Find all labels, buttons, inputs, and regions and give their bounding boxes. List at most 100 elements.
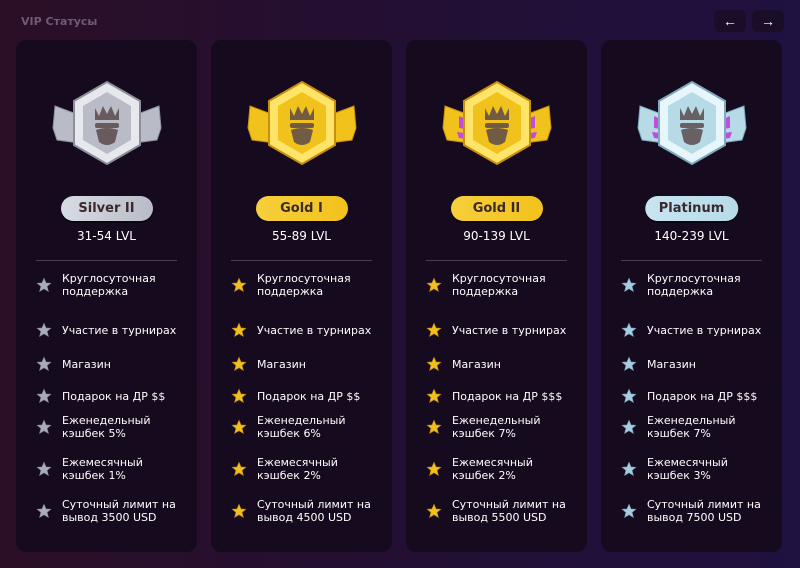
star-icon <box>426 356 442 372</box>
feature-item: Магазин <box>426 356 579 372</box>
feature-text: Подарок на ДР $$ <box>62 389 166 403</box>
level-range: 55-89 LVL <box>272 229 331 243</box>
vip-cards: Silver II 31-54 LVL Круглосуточная подде… <box>16 40 782 552</box>
star-icon <box>36 388 52 404</box>
divider <box>36 260 177 261</box>
star-icon <box>621 322 637 338</box>
feature-item: Подарок на ДР $$ <box>231 388 384 404</box>
feature-item: Круглосуточная поддержка <box>36 272 189 298</box>
star-icon <box>621 356 637 372</box>
feature-item: Еженедельный кэшбек 6% <box>231 414 384 440</box>
feature-item: Магазин <box>621 356 774 372</box>
feature-item: Ежемесячный кэшбек 3% <box>621 456 774 482</box>
star-icon <box>36 419 52 435</box>
silver-badge-icon <box>51 80 162 166</box>
feature-item: Суточный лимит на вывод 5500 USD <box>426 498 579 524</box>
divider <box>231 260 372 261</box>
gold-badge-icon <box>246 80 357 166</box>
feature-item: Участие в турнирах <box>231 322 384 338</box>
feature-text: Круглосуточная поддержка <box>647 272 741 298</box>
level-range: 31-54 LVL <box>77 229 136 243</box>
feature-text: Магазин <box>62 357 111 371</box>
feature-item: Ежемесячный кэшбек 2% <box>231 456 384 482</box>
feature-item: Подарок на ДР $$ <box>36 388 189 404</box>
gold-gem-badge-icon <box>441 80 552 166</box>
vip-card: Gold II 90-139 LVL Круглосуточная поддер… <box>406 40 587 552</box>
star-icon <box>621 388 637 404</box>
feature-text: Участие в турнирах <box>452 323 567 337</box>
feature-text: Суточный лимит на вывод 7500 USD <box>647 498 761 524</box>
status-badge: Silver II <box>60 196 153 221</box>
feature-text: Подарок на ДР $$ <box>257 389 361 403</box>
feature-item: Суточный лимит на вывод 4500 USD <box>231 498 384 524</box>
level-range: 140-239 LVL <box>654 229 729 243</box>
feature-item: Магазин <box>36 356 189 372</box>
vip-card: Gold I 55-89 LVL Круглосуточная поддержк… <box>211 40 392 552</box>
feature-text: Суточный лимит на вывод 5500 USD <box>452 498 566 524</box>
level-range: 90-139 LVL <box>463 229 530 243</box>
feature-text: Ежемесячный кэшбек 3% <box>647 456 728 482</box>
star-icon <box>426 503 442 519</box>
feature-item: Еженедельный кэшбек 7% <box>621 414 774 440</box>
feature-item: Еженедельный кэшбек 5% <box>36 414 189 440</box>
platinum-badge-icon <box>636 80 747 166</box>
star-icon <box>621 503 637 519</box>
feature-text: Еженедельный кэшбек 7% <box>452 414 541 440</box>
star-icon <box>231 322 247 338</box>
feature-text: Еженедельный кэшбек 7% <box>647 414 736 440</box>
feature-text: Еженедельный кэшбек 6% <box>257 414 346 440</box>
feature-text: Подарок на ДР $$$ <box>452 389 563 403</box>
star-icon <box>426 322 442 338</box>
star-icon <box>231 356 247 372</box>
feature-item: Суточный лимит на вывод 7500 USD <box>621 498 774 524</box>
prev-button[interactable]: ← <box>714 10 746 32</box>
status-badge: Gold II <box>450 196 543 221</box>
feature-item: Суточный лимит на вывод 3500 USD <box>36 498 189 524</box>
feature-item: Ежемесячный кэшбек 2% <box>426 456 579 482</box>
feature-item: Круглосуточная поддержка <box>231 272 384 298</box>
divider <box>426 260 567 261</box>
vip-card: Silver II 31-54 LVL Круглосуточная подде… <box>16 40 197 552</box>
star-icon <box>231 461 247 477</box>
star-icon <box>36 356 52 372</box>
star-icon <box>621 419 637 435</box>
vip-card: Platinum 140-239 LVL Круглосуточная подд… <box>601 40 782 552</box>
next-button[interactable]: → <box>752 10 784 32</box>
feature-text: Подарок на ДР $$$ <box>647 389 758 403</box>
feature-text: Участие в турнирах <box>257 323 372 337</box>
star-icon <box>36 503 52 519</box>
feature-text: Магазин <box>647 357 696 371</box>
star-icon <box>231 277 247 293</box>
feature-text: Суточный лимит на вывод 3500 USD <box>62 498 176 524</box>
page-title: VIP Статусы <box>21 15 98 28</box>
feature-text: Магазин <box>257 357 306 371</box>
feature-item: Участие в турнирах <box>621 322 774 338</box>
feature-item: Магазин <box>231 356 384 372</box>
feature-text: Круглосуточная поддержка <box>62 272 156 298</box>
feature-text: Ежемесячный кэшбек 2% <box>452 456 533 482</box>
star-icon <box>231 419 247 435</box>
star-icon <box>36 461 52 477</box>
status-badge: Platinum <box>644 196 739 221</box>
feature-item: Участие в турнирах <box>426 322 579 338</box>
feature-item: Подарок на ДР $$$ <box>621 388 774 404</box>
feature-text: Суточный лимит на вывод 4500 USD <box>257 498 371 524</box>
star-icon <box>231 503 247 519</box>
feature-item: Ежемесячный кэшбек 1% <box>36 456 189 482</box>
feature-text: Участие в турнирах <box>647 323 762 337</box>
star-icon <box>426 461 442 477</box>
star-icon <box>231 388 247 404</box>
arrow-left-icon: ← <box>723 13 737 29</box>
star-icon <box>426 388 442 404</box>
star-icon <box>621 461 637 477</box>
feature-item: Круглосуточная поддержка <box>426 272 579 298</box>
feature-text: Круглосуточная поддержка <box>257 272 351 298</box>
feature-item: Участие в турнирах <box>36 322 189 338</box>
feature-item: Подарок на ДР $$$ <box>426 388 579 404</box>
star-icon <box>36 322 52 338</box>
feature-text: Магазин <box>452 357 501 371</box>
feature-text: Участие в турнирах <box>62 323 177 337</box>
feature-text: Ежемесячный кэшбек 2% <box>257 456 338 482</box>
arrow-right-icon: → <box>761 13 775 29</box>
feature-text: Еженедельный кэшбек 5% <box>62 414 151 440</box>
